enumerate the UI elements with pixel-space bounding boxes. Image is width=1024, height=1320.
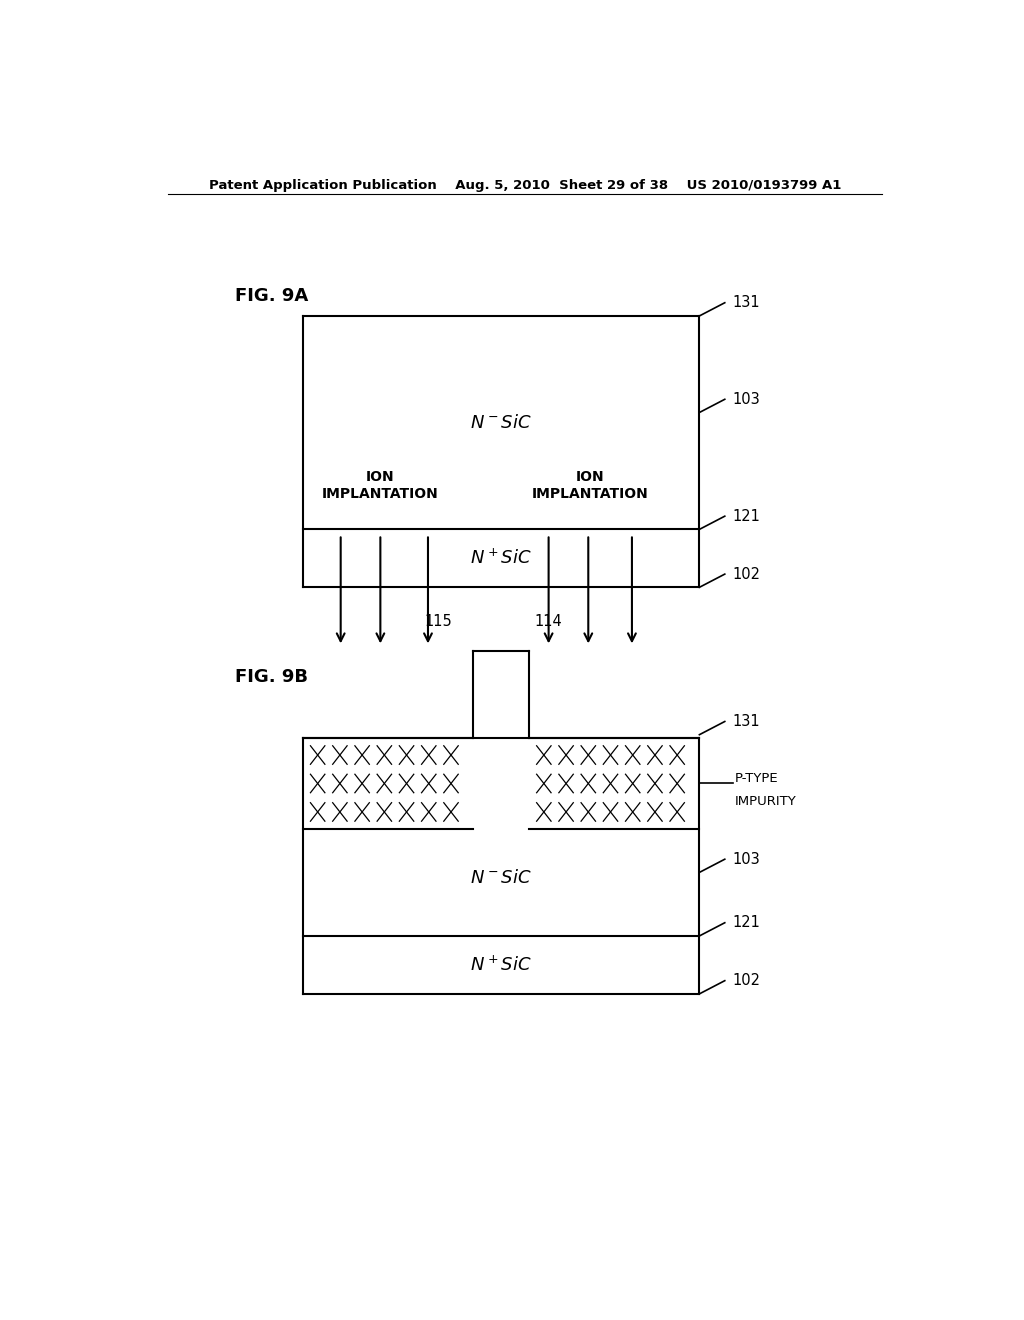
Text: 102: 102 bbox=[733, 973, 761, 989]
Text: ION
IMPLANTATION: ION IMPLANTATION bbox=[322, 470, 438, 502]
Text: Patent Application Publication    Aug. 5, 2010  Sheet 29 of 38    US 2010/019379: Patent Application Publication Aug. 5, 2… bbox=[209, 178, 841, 191]
Text: 121: 121 bbox=[733, 508, 761, 524]
Text: $N^+SiC$: $N^+SiC$ bbox=[470, 956, 531, 974]
Text: ION
IMPLANTATION: ION IMPLANTATION bbox=[531, 470, 648, 502]
Text: P-TYPE: P-TYPE bbox=[735, 772, 778, 785]
Text: 131: 131 bbox=[733, 714, 761, 729]
Text: 115: 115 bbox=[424, 614, 452, 630]
Text: 131: 131 bbox=[733, 296, 761, 310]
Text: 103: 103 bbox=[733, 851, 761, 867]
Text: $N^+SiC$: $N^+SiC$ bbox=[470, 549, 531, 568]
Text: 102: 102 bbox=[733, 566, 761, 582]
Text: FIG. 9A: FIG. 9A bbox=[236, 286, 308, 305]
Text: 103: 103 bbox=[733, 392, 761, 407]
Text: IMPURITY: IMPURITY bbox=[735, 795, 797, 808]
Text: 121: 121 bbox=[733, 915, 761, 931]
Text: $N^-SiC$: $N^-SiC$ bbox=[470, 413, 531, 432]
Text: 114: 114 bbox=[535, 614, 562, 630]
Text: $N^-SiC$: $N^-SiC$ bbox=[470, 869, 531, 887]
Text: FIG. 9B: FIG. 9B bbox=[236, 668, 308, 686]
